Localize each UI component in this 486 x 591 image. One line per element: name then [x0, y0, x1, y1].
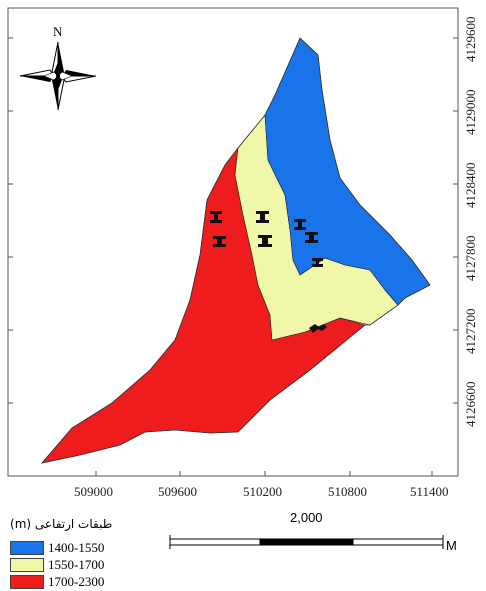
watershed-boundary	[40, 37, 431, 464]
legend-item: 1400-1550	[10, 540, 105, 555]
legend-title: طبقات ارتفاعی (m)	[10, 517, 113, 531]
marker	[213, 236, 226, 247]
legend-swatch	[10, 575, 44, 589]
marker	[258, 235, 272, 247]
scale-bar-unit: M	[446, 538, 457, 553]
marker	[309, 324, 327, 333]
y-tick-label: 4129000	[463, 90, 478, 136]
y-tick-label: 4129600	[463, 17, 478, 63]
y-tick-label: 4127800	[463, 236, 478, 282]
x-tick-label: 511400	[410, 484, 449, 499]
legend-label: 1700-2300	[48, 574, 105, 589]
sample-markers	[210, 211, 327, 333]
x-tick-label: 510800	[328, 484, 367, 499]
legend-label: 1400-1550	[48, 540, 105, 555]
north-label: N	[53, 24, 63, 39]
marker	[210, 211, 222, 223]
legend-label: 1550-1700	[48, 557, 105, 572]
marker	[256, 211, 269, 223]
scale-bar-label: 2,000	[290, 510, 323, 525]
scale-bar	[169, 535, 444, 549]
y-tick-label: 4128400	[463, 163, 478, 209]
marker	[305, 232, 318, 243]
north-arrow-icon	[19, 41, 97, 111]
legend-item: 1700-2300	[10, 574, 105, 589]
legend-swatch	[10, 541, 44, 555]
x-tick-label: 510200	[243, 484, 282, 499]
y-tick-label: 4127200	[463, 309, 478, 355]
legend-item: 1550-1700	[10, 557, 105, 572]
marker	[294, 219, 306, 230]
x-axis	[95, 471, 433, 476]
x-tick-label: 509000	[74, 484, 113, 499]
marker	[312, 258, 323, 267]
legend-swatch	[10, 558, 44, 572]
x-tick-label: 509600	[158, 484, 197, 499]
y-tick-label: 4126600	[463, 382, 478, 428]
y-axis	[8, 37, 458, 404]
